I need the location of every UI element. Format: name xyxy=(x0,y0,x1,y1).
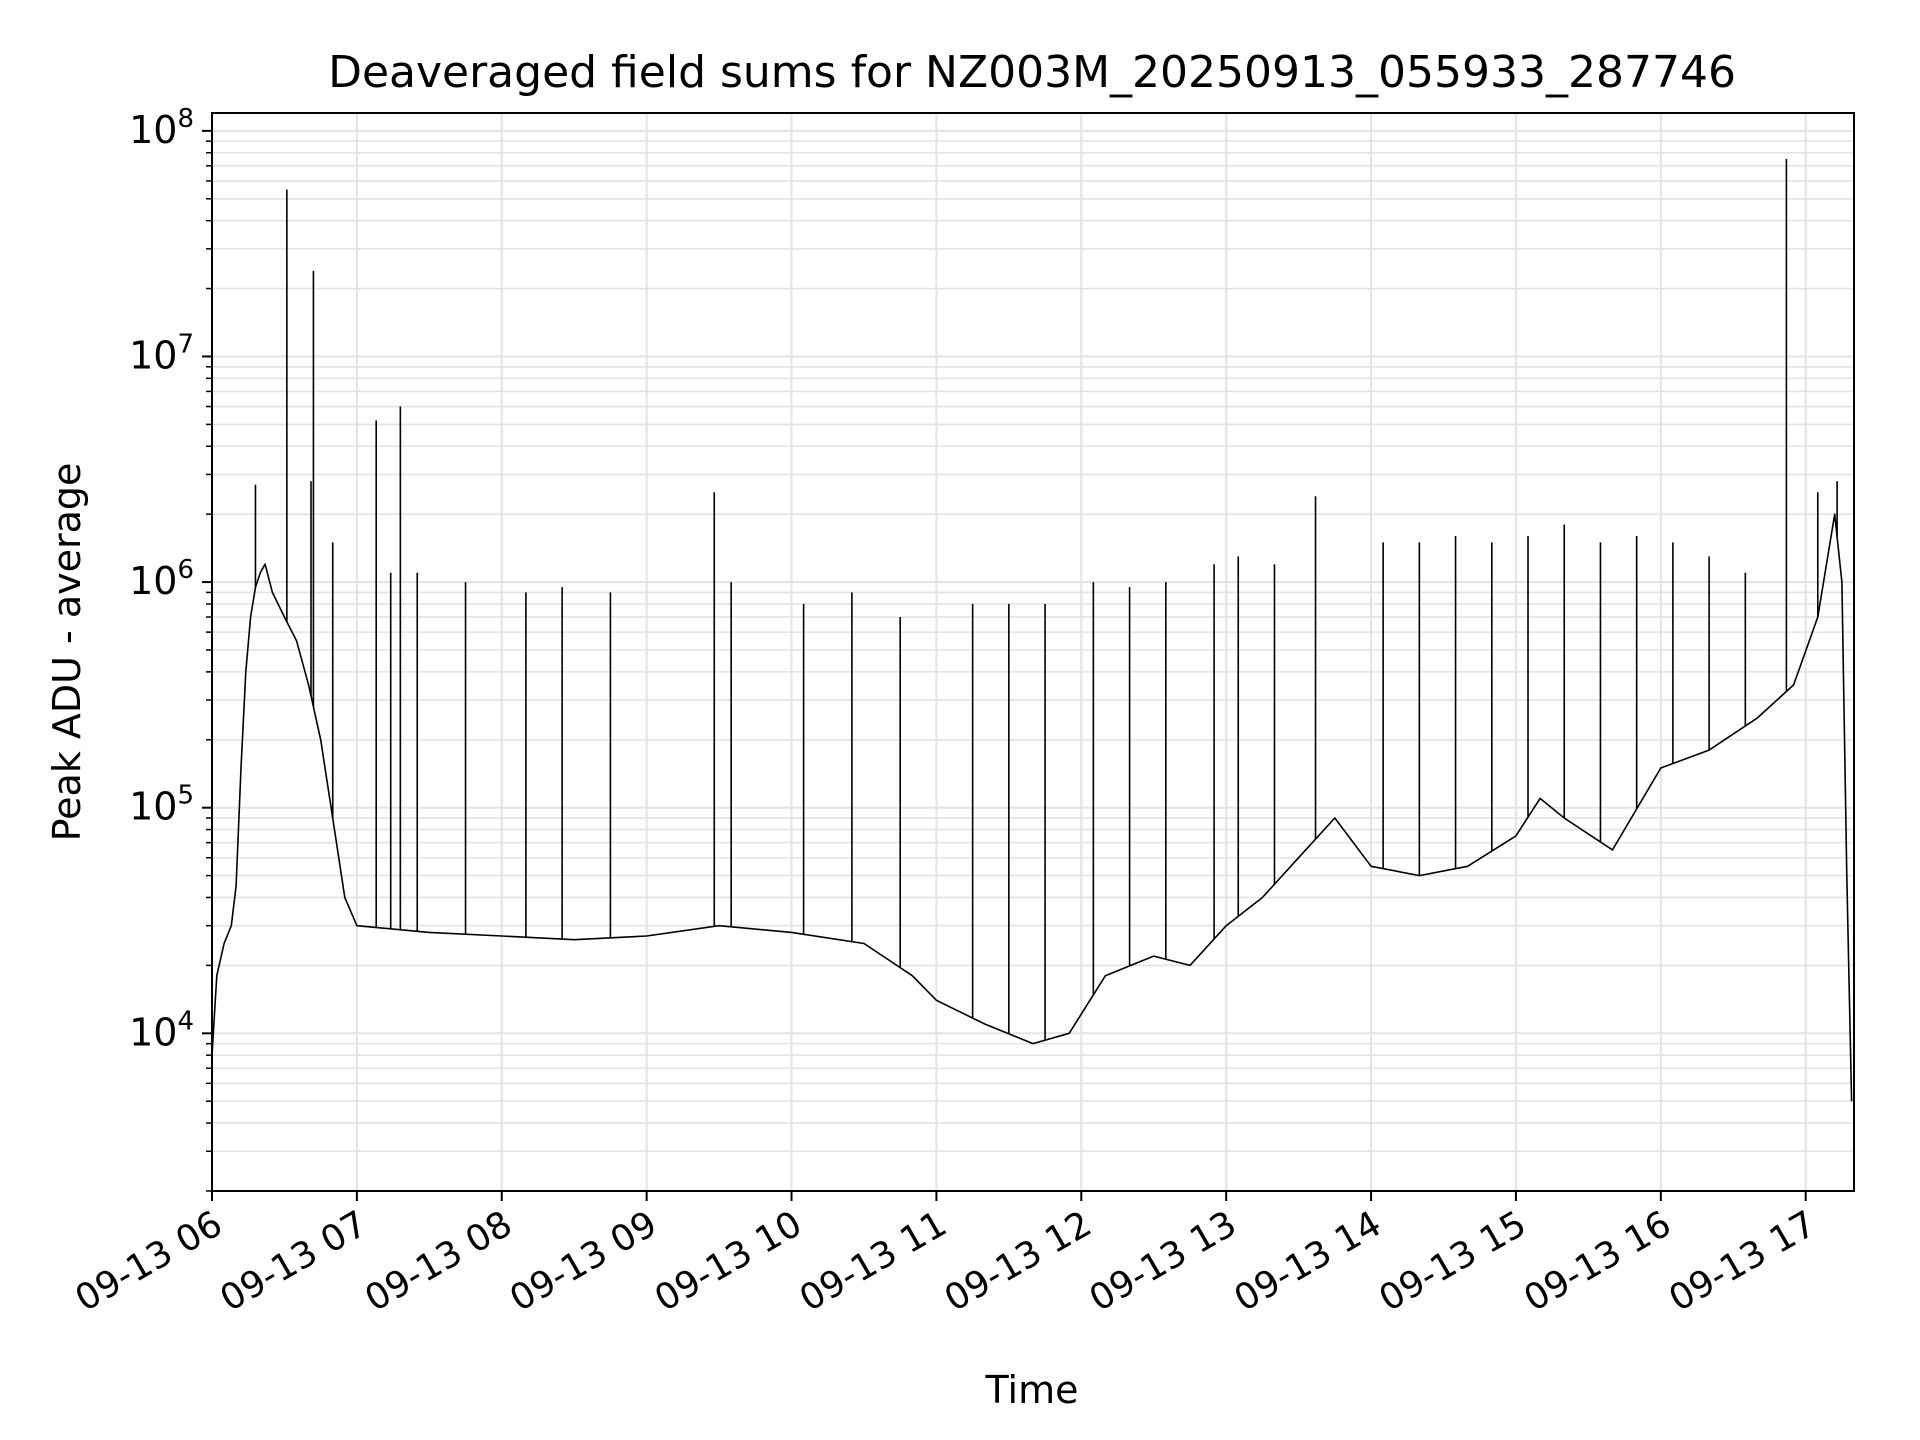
y-tick-label: 107 xyxy=(129,329,194,377)
y-tick-label: 108 xyxy=(129,104,194,152)
grid xyxy=(211,113,1854,1192)
y-tick-label: 106 xyxy=(129,555,194,603)
y-axis: 104 105 106 107 108 xyxy=(129,104,212,1192)
x-axis-label: Time xyxy=(985,1368,1079,1412)
y-tick-label: 104 xyxy=(129,1006,194,1054)
y-tick-label: 105 xyxy=(129,781,194,829)
y-axis-label: Peak ADU - average xyxy=(45,463,89,842)
chart-title: Deaveraged field sums for NZ003M_2025091… xyxy=(328,47,1736,98)
plot-area xyxy=(211,159,1853,1102)
plot-frame xyxy=(211,112,1855,1192)
series-line xyxy=(211,513,1853,1102)
